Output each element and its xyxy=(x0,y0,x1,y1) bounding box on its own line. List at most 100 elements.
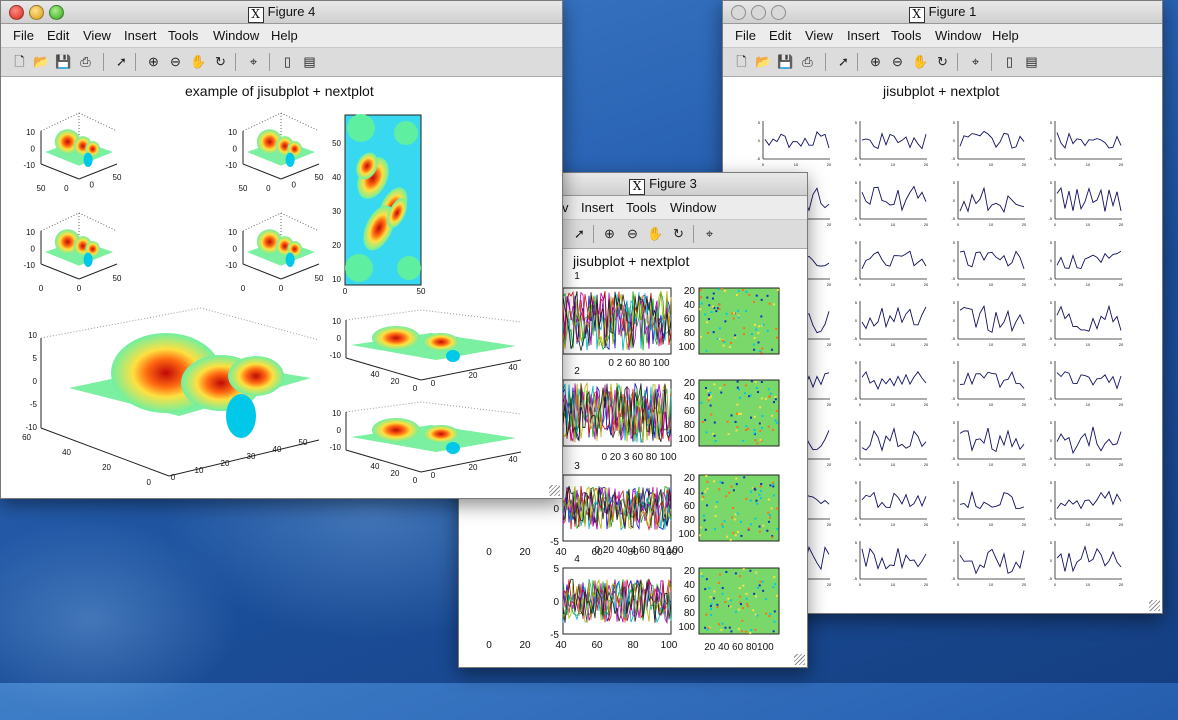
zoom-in-icon[interactable]: ⊕ xyxy=(604,226,615,241)
tick-label: 0 xyxy=(1050,498,1053,503)
print-icon[interactable]: ⎙ xyxy=(80,54,91,69)
rotate-icon[interactable]: ↻ xyxy=(673,226,684,241)
zoom-button[interactable] xyxy=(771,5,786,20)
image-pixel xyxy=(737,627,740,630)
image-pixel xyxy=(723,520,726,523)
tick-label: 40 xyxy=(684,580,696,591)
image-pixel xyxy=(745,310,748,313)
figure4-titlebar[interactable]: X Figure 4 xyxy=(1,1,562,24)
zoom-out-icon[interactable]: ⊖ xyxy=(170,54,181,69)
print-icon[interactable]: ⎙ xyxy=(802,54,813,69)
open-folder-icon[interactable]: 📂 xyxy=(755,54,772,69)
image-pixel xyxy=(730,485,733,488)
tick-label: 50 xyxy=(113,173,122,182)
series-line xyxy=(562,578,672,623)
resize-handle[interactable] xyxy=(794,654,805,665)
plot-title: jisubplot + nextplot xyxy=(883,83,1000,99)
open-folder-icon[interactable]: 📂 xyxy=(33,54,50,69)
image-pixel xyxy=(754,381,757,384)
pointer-icon[interactable]: ➚ xyxy=(574,226,585,241)
image-pixel xyxy=(767,520,770,523)
save-icon[interactable]: 💾 xyxy=(55,54,72,69)
image-pixel xyxy=(712,597,715,600)
zoom-button[interactable] xyxy=(49,5,64,20)
tick-label: 0 xyxy=(431,471,436,480)
new-file-icon[interactable]: 🗋 xyxy=(736,54,747,69)
tick-label: -5 xyxy=(951,156,955,161)
save-icon[interactable]: 💾 xyxy=(777,54,794,69)
data-cursor-icon[interactable]: ⌖ xyxy=(249,54,258,69)
menu-file[interactable]: File xyxy=(13,28,34,43)
tick-label: 0 xyxy=(1050,258,1053,263)
menu-window[interactable]: Window xyxy=(670,200,717,215)
menu-edit[interactable]: Edit xyxy=(769,28,792,43)
tick-label: 20 xyxy=(924,162,929,167)
menu-insert[interactable]: Insert xyxy=(581,200,614,215)
image-pixel xyxy=(720,391,723,394)
colorbar-icon[interactable]: ▯ xyxy=(1005,54,1014,69)
image-pixel xyxy=(759,438,762,441)
menu-tools[interactable]: Tools xyxy=(626,200,657,215)
tick-label: 40 xyxy=(62,448,71,457)
zoom-out-icon[interactable]: ⊖ xyxy=(892,54,903,69)
rotate-icon[interactable]: ↻ xyxy=(215,54,226,69)
data-cursor-icon[interactable]: ⌖ xyxy=(705,226,714,241)
menu-help[interactable]: Help xyxy=(992,28,1019,43)
tick-label: 5 xyxy=(1050,540,1053,545)
close-button[interactable] xyxy=(731,5,746,20)
image-pixel xyxy=(773,576,776,579)
legend-icon[interactable]: ▤ xyxy=(1025,54,1038,69)
zoom-in-icon[interactable]: ⊕ xyxy=(148,54,159,69)
resize-handle[interactable] xyxy=(549,485,560,496)
menu-window[interactable]: Window xyxy=(213,28,260,43)
series-line xyxy=(959,250,1025,269)
rotate-icon[interactable]: ↻ xyxy=(937,54,948,69)
image-pixel xyxy=(729,345,732,348)
tick-label: 10 xyxy=(1086,162,1091,167)
pan-hand-icon[interactable]: ✋ xyxy=(647,226,664,241)
image-pixel xyxy=(706,628,709,631)
pan-hand-icon[interactable]: ✋ xyxy=(912,54,929,69)
menu-help[interactable]: Help xyxy=(271,28,298,43)
menu-window[interactable]: Window xyxy=(935,28,982,43)
zoom-in-icon[interactable]: ⊕ xyxy=(870,54,881,69)
tick-label: 80 xyxy=(627,547,639,558)
resize-handle[interactable] xyxy=(1149,600,1160,611)
tick-label: -5 xyxy=(1048,156,1052,161)
series-line xyxy=(861,547,927,570)
menu-edit[interactable]: Edit xyxy=(47,28,70,43)
image-pixel xyxy=(716,603,719,606)
image-pixel xyxy=(734,572,737,575)
menu-view[interactable]: View xyxy=(805,28,833,43)
image-pixel xyxy=(734,513,737,516)
new-file-icon[interactable]: 🗋 xyxy=(14,54,25,69)
minimize-button[interactable] xyxy=(29,5,44,20)
tick-label: 0 xyxy=(1054,222,1057,227)
menu-view[interactable]: v xyxy=(562,200,569,215)
menu-insert[interactable]: Insert xyxy=(124,28,157,43)
surface-peak xyxy=(372,418,420,442)
colorbar-icon[interactable]: ▯ xyxy=(283,54,292,69)
image-pixel xyxy=(727,597,730,600)
image-pixel xyxy=(772,585,775,588)
minimize-button[interactable] xyxy=(751,5,766,20)
menu-file[interactable]: File xyxy=(735,28,756,43)
data-cursor-icon[interactable]: ⌖ xyxy=(971,54,980,69)
image-pixel xyxy=(768,513,771,516)
menu-tools[interactable]: Tools xyxy=(891,28,922,43)
pointer-icon[interactable]: ➚ xyxy=(116,54,127,69)
image-pixel xyxy=(732,317,735,320)
pointer-icon[interactable]: ➚ xyxy=(838,54,849,69)
legend-icon[interactable]: ▤ xyxy=(303,54,316,69)
menu-view[interactable]: View xyxy=(83,28,111,43)
menu-insert[interactable]: Insert xyxy=(847,28,880,43)
zoom-out-icon[interactable]: ⊖ xyxy=(627,226,638,241)
close-button[interactable] xyxy=(9,5,24,20)
series-line xyxy=(562,381,672,443)
image-pixel xyxy=(714,505,717,508)
figure1-titlebar[interactable]: X Figure 1 xyxy=(723,1,1162,24)
pan-hand-icon[interactable]: ✋ xyxy=(190,54,207,69)
menu-tools[interactable]: Tools xyxy=(168,28,199,43)
